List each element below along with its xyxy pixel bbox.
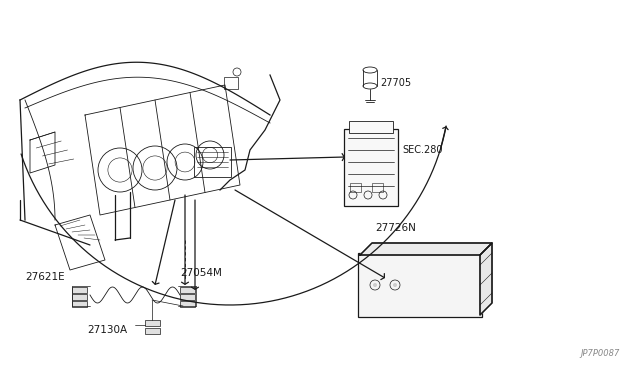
FancyBboxPatch shape	[179, 301, 195, 307]
FancyBboxPatch shape	[145, 327, 159, 334]
FancyBboxPatch shape	[179, 286, 195, 292]
Text: JP7P0087: JP7P0087	[580, 349, 620, 358]
Text: 27054M: 27054M	[180, 268, 222, 278]
Text: 27705: 27705	[380, 78, 411, 88]
Polygon shape	[480, 243, 492, 315]
FancyBboxPatch shape	[224, 77, 238, 89]
Text: 27130A: 27130A	[87, 325, 127, 335]
FancyBboxPatch shape	[179, 294, 195, 299]
Circle shape	[373, 283, 377, 287]
FancyBboxPatch shape	[72, 294, 86, 299]
Polygon shape	[360, 243, 492, 255]
FancyBboxPatch shape	[145, 320, 159, 326]
FancyBboxPatch shape	[72, 286, 86, 292]
FancyBboxPatch shape	[344, 129, 398, 206]
Text: 27621E: 27621E	[26, 272, 65, 282]
FancyBboxPatch shape	[349, 121, 393, 133]
Text: 27726N: 27726N	[375, 223, 416, 233]
FancyBboxPatch shape	[72, 301, 86, 307]
Text: SEC.280: SEC.280	[402, 145, 442, 155]
FancyBboxPatch shape	[358, 253, 482, 317]
Circle shape	[393, 283, 397, 287]
